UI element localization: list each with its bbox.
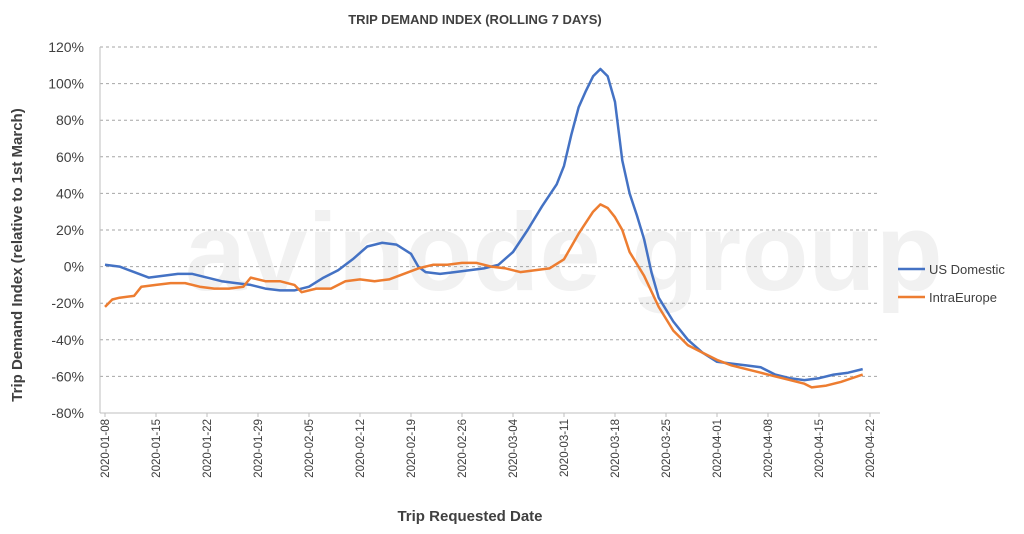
y-tick-label: 100% (48, 76, 84, 92)
x-tick-label: 2020-03-11 (559, 419, 571, 477)
legend-label-us-domestic: US Domestic (929, 262, 1005, 277)
x-tick-label: 2020-03-04 (508, 418, 520, 477)
y-tick-label: -80% (51, 405, 84, 421)
y-tick-label: 120% (48, 39, 84, 55)
series-lines (104, 67, 864, 389)
y-axis-title: Trip Demand Index (relative to 1st March… (9, 108, 26, 401)
chart-title: TRIP DEMAND INDEX (ROLLING 7 DAYS) (348, 12, 602, 27)
x-tick-label: 2020-01-15 (151, 419, 163, 478)
y-tick-label: 60% (56, 149, 84, 165)
x-tick-label: 2020-01-29 (253, 419, 265, 478)
y-tick-label: 0% (64, 259, 84, 275)
x-tick-label: 2020-02-05 (304, 419, 316, 478)
x-tick-label: 2020-04-15 (814, 419, 826, 478)
series-line-us-domestic (104, 67, 863, 382)
x-tick-label: 2020-01-22 (202, 419, 214, 478)
legend-label-intraeurope: IntraEurope (929, 290, 997, 305)
y-tick-label: 80% (56, 112, 84, 128)
x-tick-label: 2020-02-12 (355, 419, 367, 478)
watermark-logo-text: avinode group (185, 191, 943, 314)
x-tick-label: 2020-02-19 (406, 419, 418, 478)
y-tick-label: 20% (56, 222, 84, 238)
x-tick-label: 2020-02-26 (457, 419, 469, 478)
legend: US Domestic IntraEurope (898, 262, 1005, 305)
x-tick-label: 2020-01-08 (100, 419, 112, 478)
x-tick-label: 2020-03-25 (661, 419, 673, 478)
y-tick-label: -60% (51, 368, 84, 384)
y-axis-ticks: 120% 100% 80% 60% 40% 20% 0% -20% -40% -60% -80% (48, 39, 84, 421)
x-tick-label: 2020-03-18 (610, 419, 622, 478)
x-axis-ticks: 2020-01-08 2020-01-15 2020-01-22 2020-01-29… (100, 413, 877, 478)
y-tick-label: 40% (56, 185, 84, 201)
y-tick-label: -40% (51, 332, 84, 348)
x-tick-label: 2020-04-01 (712, 419, 724, 478)
y-tick-label: -20% (51, 295, 84, 311)
series-line-intraeurope (104, 203, 864, 389)
x-tick-label: 2020-04-22 (865, 419, 877, 478)
x-tick-label: 2020-04-08 (763, 419, 775, 478)
x-axis-title: Trip Requested Date (397, 508, 542, 525)
